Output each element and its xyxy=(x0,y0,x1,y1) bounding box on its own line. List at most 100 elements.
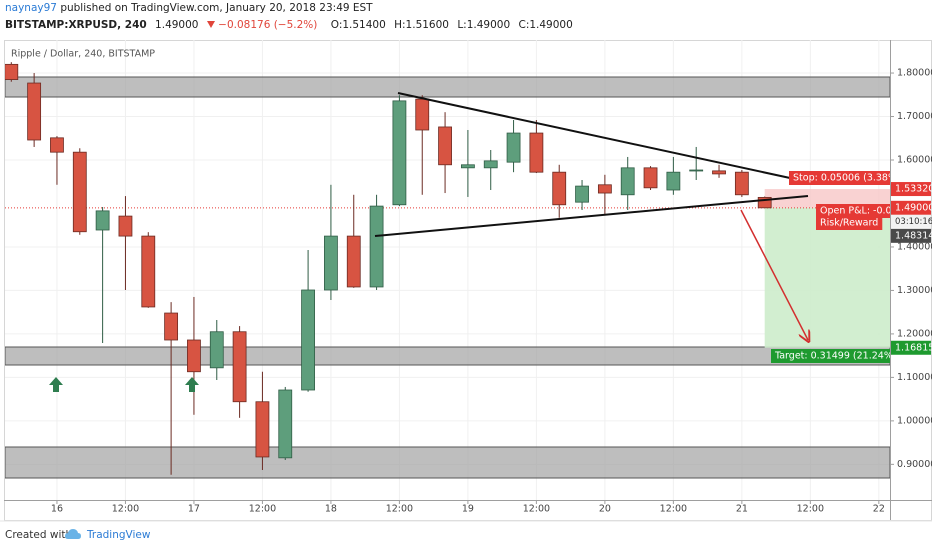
candle-body xyxy=(72,151,87,233)
candle-body xyxy=(415,98,430,131)
risk-reward-label: Risk/Reward xyxy=(820,218,878,229)
candle-body xyxy=(118,215,133,237)
candle-body xyxy=(392,100,407,206)
published: published on TradingView.com, January 20… xyxy=(60,2,373,14)
candle-body xyxy=(5,63,19,80)
y-tick-label: 1.10000 xyxy=(897,372,932,383)
candle-body xyxy=(552,171,567,206)
y-tick-label: 1.60000 xyxy=(897,155,932,166)
last-price: 1.49000 xyxy=(155,19,199,31)
price-label-box xyxy=(891,340,931,355)
price-label: 1.16815 xyxy=(895,342,932,353)
countdown: 03:10:16 xyxy=(895,217,932,227)
candle-body xyxy=(689,169,704,172)
y-tick-label: 1.40000 xyxy=(897,241,932,252)
candle-body xyxy=(506,132,521,163)
down-triangle xyxy=(206,21,215,28)
x-tick-label: 22 xyxy=(873,504,885,515)
candle-body xyxy=(369,205,384,288)
change-value: −0.08176 (−5.2%) xyxy=(218,19,318,31)
x-tick-label: 18 xyxy=(325,504,337,515)
header-line: naynay97 published on TradingView.com, J… xyxy=(5,2,373,14)
x-tick-label: 16 xyxy=(51,504,63,515)
footer-text: Created with xyxy=(5,529,72,541)
symbol-line: BITSTAMP:XRPUSD, 240 1.49000 −0.08176 (−… xyxy=(5,19,578,31)
x-tick-label: 12:00 xyxy=(523,504,550,515)
candle-body xyxy=(438,126,452,166)
up-arrow xyxy=(185,377,199,392)
x-tick-label: 12:00 xyxy=(386,504,413,515)
x-tick-label: 12:00 xyxy=(797,504,824,515)
candle-body xyxy=(50,137,64,153)
y-tick-label: 1.20000 xyxy=(897,328,932,339)
y-tick-label: 1.70000 xyxy=(897,111,932,122)
x-tick-label: 21 xyxy=(736,504,748,515)
brand[interactable]: TradingView xyxy=(86,529,151,541)
stop-label-box xyxy=(789,171,890,185)
risk-reward-label-box xyxy=(816,216,883,230)
candle-body xyxy=(164,312,179,341)
pnl-label-box xyxy=(816,204,890,218)
pnl-label: Open P&L: -0.0 xyxy=(820,206,892,217)
stop-label: Stop: 0.05006 (3.38% xyxy=(793,173,897,184)
price-label-box xyxy=(891,228,931,243)
x-tick-label: 19 xyxy=(462,504,474,515)
candle-body xyxy=(529,132,544,173)
candle-body xyxy=(666,171,681,191)
price-label-box xyxy=(891,200,931,215)
candle-body xyxy=(209,331,224,369)
y-tick-label: 1.80000 xyxy=(897,68,932,79)
candle-body xyxy=(301,289,315,391)
candle-body xyxy=(712,170,726,175)
candle-body xyxy=(324,235,338,291)
chart-title: Ripple / Dollar, 240, BITSTAMP xyxy=(11,49,155,60)
trend-line xyxy=(374,195,809,237)
ohlc-high: H:1.51600 xyxy=(394,19,449,31)
candle-body xyxy=(620,167,635,196)
symbol: BITSTAMP:XRPUSD, 240 xyxy=(5,19,147,31)
candle-body xyxy=(141,235,156,308)
candle-body xyxy=(95,210,110,231)
candle-body xyxy=(187,339,201,373)
drawings xyxy=(49,92,809,392)
target-label-box xyxy=(771,349,890,363)
price-label: 1.53320 xyxy=(895,184,932,195)
target-zone xyxy=(764,207,890,348)
logo xyxy=(65,529,81,539)
zones xyxy=(5,76,890,479)
trend-line xyxy=(397,92,791,179)
x-tick-label: 12:00 xyxy=(249,504,276,515)
price-label: 1.48314 xyxy=(895,230,932,241)
y-tick-label: 1.00000 xyxy=(897,415,932,426)
price-label: 1.49000 xyxy=(895,202,932,213)
resistance-zone xyxy=(5,76,890,98)
candle-body xyxy=(575,185,589,203)
candle-body xyxy=(232,331,247,403)
author[interactable]: naynay97 xyxy=(5,2,57,14)
candle-body xyxy=(734,171,749,196)
candle-body xyxy=(757,196,772,209)
x-tick-label: 12:00 xyxy=(660,504,687,515)
candle-body xyxy=(597,184,612,194)
target-label: Target: 0.31499 (21.24% xyxy=(774,351,893,362)
candle-body xyxy=(483,160,498,169)
candle-body xyxy=(643,167,658,189)
stop-zone xyxy=(764,189,890,208)
price-label-box xyxy=(891,182,931,197)
y-tick-label: 1.30000 xyxy=(897,285,932,296)
x-tick-label: 20 xyxy=(599,504,611,515)
target-arrow xyxy=(740,209,808,340)
countdown-box xyxy=(891,214,931,228)
ohlc-close: C:1.49000 xyxy=(518,19,573,31)
demand-zone xyxy=(5,446,890,479)
x-tick-label: 17 xyxy=(188,504,200,515)
x-tick-label: 12:00 xyxy=(112,504,139,515)
candle-body xyxy=(27,82,42,141)
up-arrow xyxy=(49,377,63,392)
candle-body xyxy=(255,401,270,458)
candle-body xyxy=(346,235,361,288)
change: −0.08176 (−5.2%) xyxy=(206,19,323,31)
candle-body xyxy=(460,164,475,169)
